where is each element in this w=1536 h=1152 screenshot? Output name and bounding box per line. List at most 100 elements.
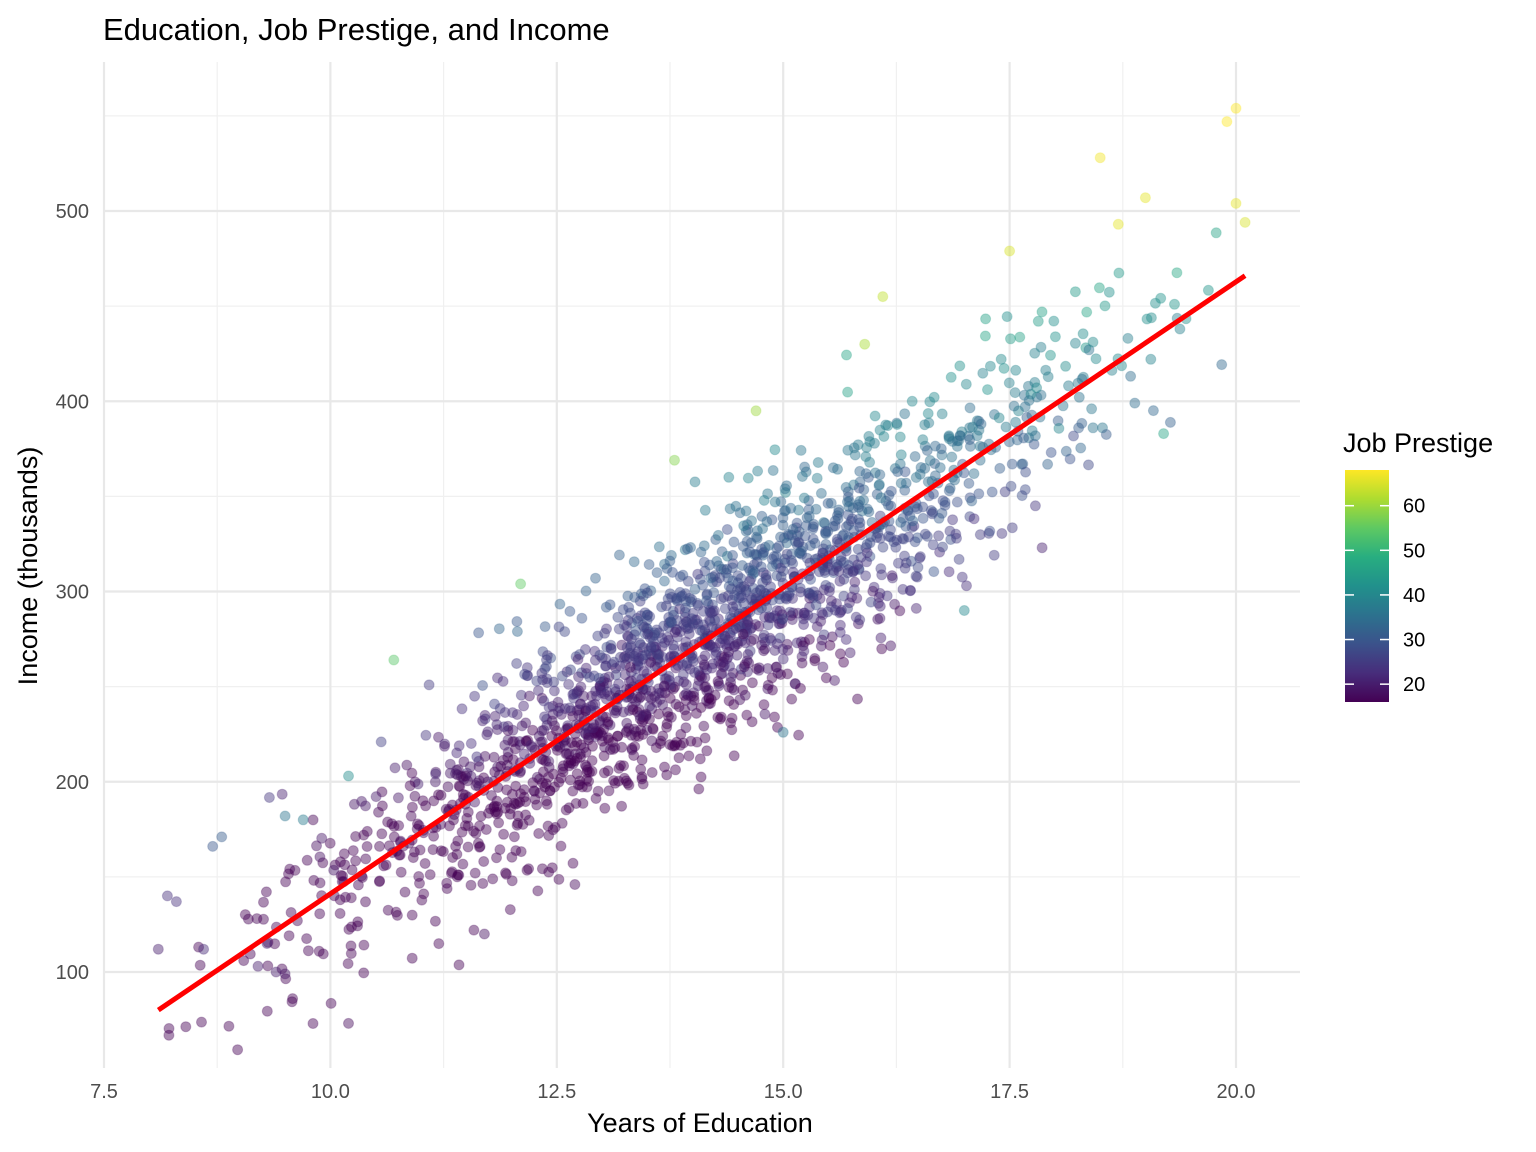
data-point [848,554,860,566]
data-point [260,886,272,898]
data-point [794,547,806,559]
data-point [540,778,552,790]
data-point [685,735,697,747]
data-point [728,750,740,762]
data-point [276,788,288,800]
data-point [777,613,789,625]
data-point [680,694,692,706]
data-point [742,616,754,628]
data-point [632,655,644,667]
data-point [789,678,801,690]
data-point [598,767,610,779]
data-point [602,718,614,730]
data-point [961,580,972,592]
data-point [873,480,885,491]
data-point [580,728,592,740]
data-point [429,915,441,927]
data-point [740,622,752,634]
data-point [482,726,494,738]
data-point [975,418,987,430]
data-point [701,595,713,607]
data-point [534,773,545,785]
data-point [414,877,425,889]
data-point [501,796,513,808]
data-point [863,506,875,518]
data-point [493,623,505,635]
data-point [921,530,933,542]
data-point [480,824,492,835]
data-point [538,695,550,707]
data-point [711,576,723,588]
data-point [1003,377,1015,389]
data-point [943,430,955,442]
data-point [546,715,558,727]
data-point [473,775,485,787]
data-point [743,562,755,574]
data-point [851,592,863,604]
data-point [594,680,606,692]
data-point [737,684,749,696]
data-point [656,601,668,613]
data-point [489,800,500,812]
data-point [600,693,612,705]
data-point [622,777,634,789]
data-point [699,672,711,684]
data-point [772,721,783,733]
data-point [640,649,652,661]
data-point [1087,422,1099,434]
data-point [683,750,695,762]
data-point [543,866,555,878]
data-point [576,667,588,679]
data-point [536,863,548,875]
data-point [279,968,291,980]
data-point [700,681,712,693]
data-point [873,591,885,603]
data-point [590,725,602,737]
data-point [681,660,692,672]
data-point [680,688,692,700]
data-point [661,769,673,781]
data-point [457,771,469,783]
data-point [623,601,635,613]
data-point [406,952,418,964]
data-point [1025,388,1037,400]
data-point [1158,428,1170,440]
data-point [730,500,742,512]
data-point [671,595,683,607]
data-point [524,690,535,702]
data-point [669,739,681,751]
data-point [713,678,725,689]
data-point [705,572,717,584]
data-point [472,837,484,849]
data-point [755,584,767,596]
data-point [325,997,337,1009]
data-point [629,591,641,603]
data-point [352,879,364,891]
data-point [631,706,643,718]
data-point [1083,459,1094,471]
data-point [627,704,639,716]
data-point [488,751,500,763]
data-point [734,507,746,519]
data-point [847,502,859,514]
data-point [924,396,936,408]
data-point [768,551,780,562]
data-point [653,541,665,553]
data-point [602,765,614,777]
data-point [843,519,855,531]
data-point [613,549,625,561]
data-point [714,713,726,725]
data-point [1004,245,1016,257]
data-point [704,614,715,626]
data-point [860,570,872,582]
data-point [881,590,893,602]
data-point [263,792,275,803]
data-point [504,808,516,820]
data-point [605,643,617,655]
data-point [637,711,649,723]
data-point [904,510,916,522]
data-point [630,696,642,708]
data-point [374,875,386,887]
data-point [995,353,1007,365]
